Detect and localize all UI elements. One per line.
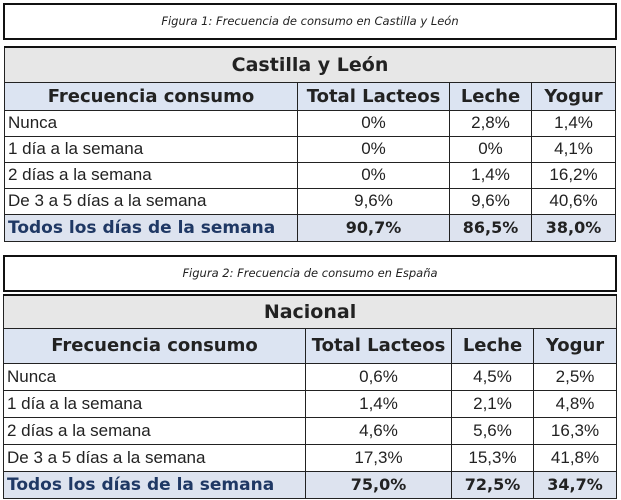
value-cell: 2,1% [451, 389, 534, 418]
value-cell: 17,3% [305, 443, 452, 472]
header-yogur: Yogur [532, 327, 618, 364]
row-label: De 3 a 5 días a la semana [3, 443, 306, 472]
value-cell: 0% [297, 109, 450, 137]
table-row: 2 días a la semana 0% 1,4% 16,2% [4, 161, 617, 189]
figure-2-caption: Figura 2: Frecuencia de consumo en Españ… [3, 255, 617, 292]
header-total-lacteos: Total Lacteos [305, 327, 452, 364]
castilla-leon-table: Castilla y León Frecuencia consumo Total… [3, 46, 617, 242]
value-cell: 1,4% [530, 109, 617, 137]
row-label: 1 día a la semana [4, 135, 298, 163]
value-cell: 0% [449, 135, 532, 163]
table-row: Nunca 0% 2,8% 1,4% [4, 109, 617, 137]
table-title: Nacional [2, 294, 618, 329]
caption-text: Figura 1: Frecuencia de consumo en Casti… [161, 14, 459, 28]
value-cell: 16,3% [532, 416, 618, 445]
total-cell: 75,0% [305, 470, 452, 499]
header-total-lacteos: Total Lacteos [297, 81, 450, 111]
row-label: 2 días a la semana [4, 161, 298, 189]
total-cell: 90,7% [297, 213, 450, 242]
value-cell: 9,6% [449, 187, 532, 215]
row-label: 1 día a la semana [3, 389, 306, 418]
row-label: 2 días a la semana [3, 416, 306, 445]
caption-text: Figura 2: Frecuencia de consumo en Españ… [182, 266, 438, 280]
table-row: 1 día a la semana 0% 0% 4,1% [4, 135, 617, 163]
row-label: Nunca [4, 109, 298, 137]
total-cell: 72,5% [451, 470, 534, 499]
value-cell: 2,5% [532, 362, 618, 391]
header-leche: Leche [451, 327, 534, 364]
value-cell: 9,6% [297, 187, 450, 215]
header-frecuencia: Frecuencia consumo [3, 327, 306, 364]
header-yogur: Yogur [530, 81, 617, 111]
table-row: De 3 a 5 días a la semana 9,6% 9,6% 40,6% [4, 187, 617, 215]
table-row: 2 días a la semana 4,6% 5,6% 16,3% [3, 416, 618, 445]
table-row: De 3 a 5 días a la semana 17,3% 15,3% 41,8% [3, 443, 618, 472]
table-title: Castilla y León [3, 46, 617, 83]
value-cell: 40,6% [530, 187, 617, 215]
value-cell: 2,8% [449, 109, 532, 137]
value-cell: 41,8% [532, 443, 618, 472]
header-frecuencia: Frecuencia consumo [4, 81, 298, 111]
value-cell: 1,4% [449, 161, 532, 189]
value-cell: 1,4% [305, 389, 452, 418]
value-cell: 4,1% [530, 135, 617, 163]
total-label: Todos los días de la semana [3, 470, 306, 499]
value-cell: 5,6% [451, 416, 534, 445]
total-label: Todos los días de la semana [4, 213, 298, 242]
total-cell: 86,5% [449, 213, 532, 242]
value-cell: 4,5% [451, 362, 534, 391]
value-cell: 4,6% [305, 416, 452, 445]
total-cell: 38,0% [530, 213, 617, 242]
value-cell: 16,2% [530, 161, 617, 189]
nacional-table: Nacional Frecuencia consumo Total Lacteo… [2, 294, 618, 499]
row-label: Nunca [3, 362, 306, 391]
figure-1-caption: Figura 1: Frecuencia de consumo en Casti… [3, 3, 617, 40]
row-label: De 3 a 5 días a la semana [4, 187, 298, 215]
value-cell: 4,8% [532, 389, 618, 418]
total-cell: 34,7% [532, 470, 618, 499]
value-cell: 0,6% [305, 362, 452, 391]
value-cell: 0% [297, 135, 450, 163]
value-cell: 0% [297, 161, 450, 189]
table-row: Nunca 0,6% 4,5% 2,5% [3, 362, 618, 391]
table-row: 1 día a la semana 1,4% 2,1% 4,8% [3, 389, 618, 418]
value-cell: 15,3% [451, 443, 534, 472]
header-leche: Leche [449, 81, 532, 111]
